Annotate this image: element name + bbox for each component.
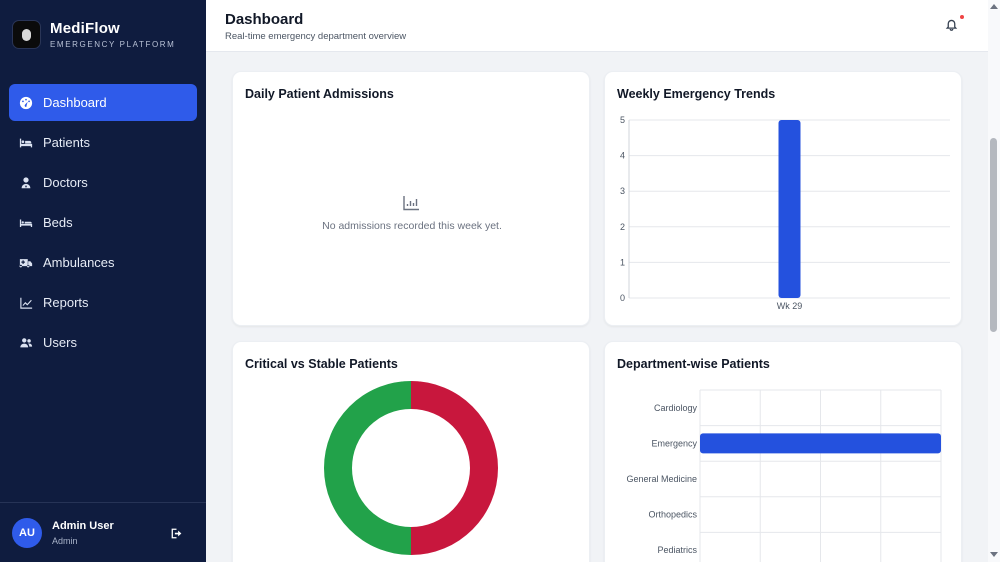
sidebar-item-patients[interactable]: Patients — [9, 124, 197, 161]
logout-icon[interactable] — [170, 527, 183, 540]
weekly-trends-chart: 0 1 2 3 4 5 Wk 29 — [620, 115, 950, 311]
y-tick-label: Pediatrics — [657, 545, 697, 555]
scroll-thumb[interactable] — [990, 138, 997, 332]
brand: MediFlow EMERGENCY PLATFORM — [12, 20, 175, 49]
bed-patient-icon — [18, 135, 34, 151]
sidebar: MediFlow EMERGENCY PLATFORM Dashboard Pa… — [0, 0, 206, 562]
y-tick-label: 1 — [620, 257, 625, 267]
avatar[interactable]: AU — [12, 518, 42, 548]
donut-slice — [324, 381, 411, 555]
users-icon — [18, 335, 34, 351]
card-title: Critical vs Stable Patients — [245, 357, 398, 371]
user-role: Admin — [52, 536, 78, 546]
critical-stable-card: Critical vs Stable Patients — [232, 341, 590, 562]
page-title: Dashboard — [225, 11, 304, 28]
sidebar-item-ambulances[interactable]: Ambulances — [9, 244, 197, 281]
y-tick-label: Orthopedics — [648, 510, 697, 520]
sidebar-item-dashboard[interactable]: Dashboard — [9, 84, 197, 121]
sidebar-item-doctors[interactable]: Doctors — [9, 164, 197, 201]
critical-stable-chart — [324, 381, 498, 555]
weekly-trends-card: Weekly Emergency Trends 0 1 2 3 4 5 Wk 29 — [604, 71, 962, 326]
scroll-down-arrow[interactable] — [990, 552, 998, 557]
y-tick-label: 3 — [620, 186, 625, 196]
sidebar-item-label: Patients — [43, 135, 90, 150]
sidebar-item-label: Doctors — [43, 175, 88, 190]
scroll-up-arrow[interactable] — [990, 4, 998, 9]
brand-logo — [12, 20, 41, 49]
department-chart: Cardiology Emergency General Medicine Ortho… — [626, 389, 942, 562]
ambulance-icon — [18, 255, 34, 271]
page-subtitle: Real-time emergency department overview — [225, 31, 407, 42]
department-card: Department-wise Patients Cardiology Emerg… — [604, 341, 962, 562]
card-title: Department-wise Patients — [617, 357, 770, 371]
sidebar-item-users[interactable]: Users — [9, 324, 197, 361]
bar — [700, 433, 941, 454]
y-tick-label: Cardiology — [654, 403, 698, 413]
sidebar-item-reports[interactable]: Reports — [9, 284, 197, 321]
y-tick-label: 0 — [620, 293, 625, 303]
sidebar-item-label: Users — [43, 335, 77, 350]
scrollbar[interactable] — [988, 0, 1000, 562]
user-profile: AU Admin User Admin — [0, 502, 206, 562]
empty-state-text: No admissions recorded this week yet. — [322, 220, 502, 232]
notification-badge — [960, 15, 964, 19]
sidebar-item-label: Dashboard — [43, 95, 107, 110]
admissions-card: Daily Patient Admissions No admissions r… — [232, 71, 590, 326]
y-tick-label: 2 — [620, 222, 625, 232]
x-tick-label: Wk 29 — [777, 301, 803, 311]
donut-slice — [411, 381, 498, 555]
doctor-icon — [18, 175, 34, 191]
sidebar-item-beds[interactable]: Beds — [9, 204, 197, 241]
y-tick-label: 4 — [620, 151, 625, 161]
chart-line-icon — [18, 295, 34, 311]
card-title: Weekly Emergency Trends — [617, 87, 776, 101]
y-tick-label: Emergency — [651, 438, 697, 448]
brand-name: MediFlow — [50, 20, 120, 37]
sidebar-item-label: Beds — [43, 215, 73, 230]
dashboard-icon — [18, 95, 34, 111]
sidebar-item-label: Ambulances — [43, 255, 115, 270]
user-name: Admin User — [52, 520, 114, 532]
y-tick-label: General Medicine — [626, 474, 697, 484]
bed-icon — [18, 215, 34, 231]
header: Dashboard Real-time emergency department… — [206, 0, 988, 52]
chart-empty-icon — [402, 195, 420, 211]
sidebar-nav: Dashboard Patients Doctors Beds Ambulanc… — [9, 84, 197, 364]
brand-subtitle: EMERGENCY PLATFORM — [50, 40, 176, 49]
bell-icon[interactable] — [945, 18, 959, 32]
bar — [778, 120, 801, 298]
card-title: Daily Patient Admissions — [245, 87, 394, 101]
sidebar-item-label: Reports — [43, 295, 89, 310]
y-tick-label: 5 — [620, 115, 625, 125]
